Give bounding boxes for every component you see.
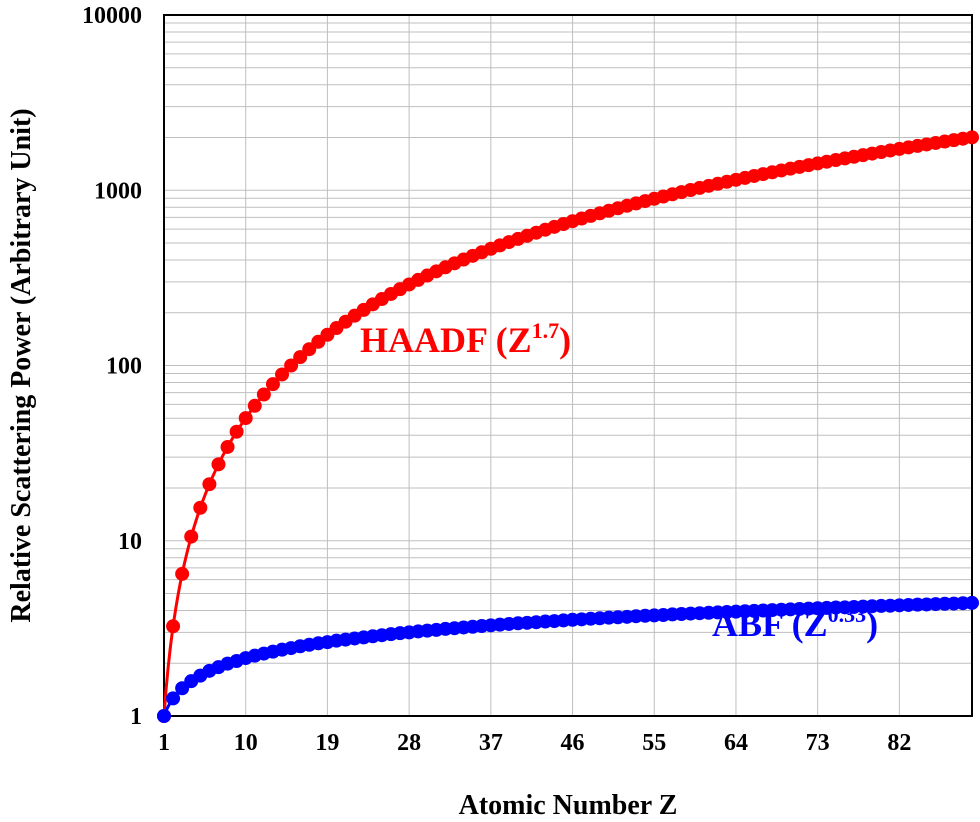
x-tick-label: 19 [315,730,339,756]
tick-labels: 1 10 19 28 37 46 55 64 73 82 1 10 100 1000 10000 [82,3,911,756]
grid-lines [164,15,972,716]
y-tick-label: 10 [118,529,142,555]
x-tick-label: 82 [887,730,911,756]
haadf-label-end: ) [559,320,571,360]
haadf-point [247,398,262,413]
x-tick-label: 37 [479,730,503,756]
x-tick-label: 46 [561,730,585,756]
haadf-series [157,130,979,723]
haadf-point [220,439,235,454]
haadf-point [175,566,190,581]
abf-label-end: ) [866,604,878,644]
haadf-point [211,457,226,472]
y-tick-label: 100 [106,354,142,380]
haadf-point [275,367,290,382]
abf-point [166,691,181,706]
haadf-series-label: HAADF (Z1.7) [360,318,571,360]
data-series [157,130,979,723]
haadf-point [265,377,280,392]
x-axis-title: Atomic Number Z [459,790,678,821]
haadf-label-exponent: 1.7 [532,318,560,343]
abf-point [157,709,171,723]
y-axis-title: Relative Scattering Power (Arbitrary Uni… [6,108,37,622]
haadf-point [238,411,253,426]
haadf-point [229,424,244,439]
x-tick-label: 55 [642,730,666,756]
abf-series-label: ABF (Z0.33) [712,602,878,644]
x-tick-label: 73 [806,730,830,756]
x-tick-label: 64 [724,730,748,756]
x-tick-label: 28 [397,730,421,756]
abf-label-exponent: 0.33 [828,602,867,627]
abf-point [965,595,979,610]
haadf-point [256,387,271,402]
haadf-point [202,477,217,492]
y-tick-label: 10000 [82,3,142,29]
haadf-point [184,529,199,544]
haadf-point [293,350,308,365]
abf-series [157,595,979,723]
y-tick-label: 1000 [94,178,142,204]
haadf-label-main: HAADF (Z [360,320,532,360]
x-tick-label: 10 [234,730,258,756]
haadf-point [193,500,208,515]
plot-area-frame [163,14,973,717]
x-tick-label: 1 [158,730,170,756]
abf-label-main: ABF (Z [712,604,828,644]
haadf-point [166,619,181,634]
y-tick-label: 1 [130,704,142,730]
haadf-point [965,130,979,145]
haadf-point [284,358,299,373]
